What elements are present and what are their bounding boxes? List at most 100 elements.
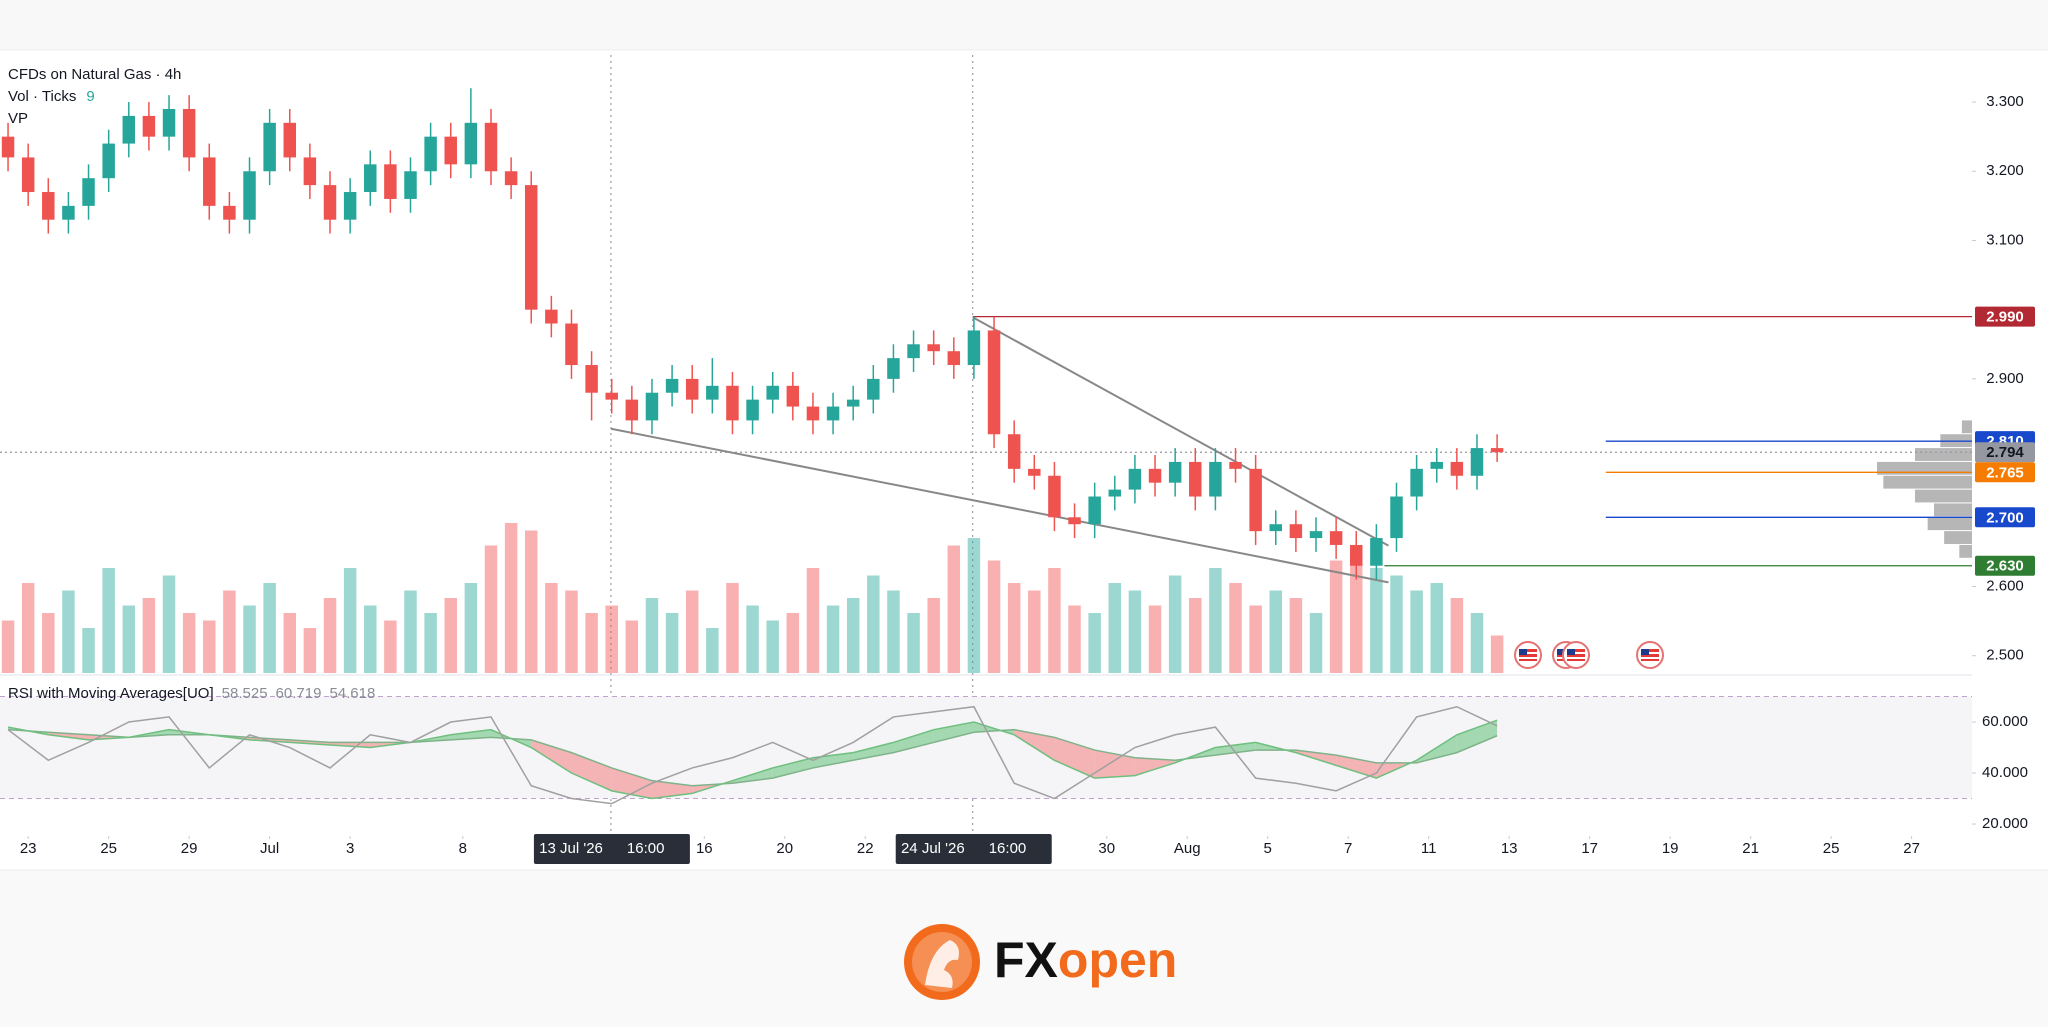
rsi-value: 58.525 xyxy=(222,685,268,702)
candle-body xyxy=(364,164,377,193)
plot: 2.5002.6002.9003.1003.2003.3002.9902.810… xyxy=(0,55,2035,864)
candle-body xyxy=(1329,531,1343,545)
candle-body xyxy=(766,385,779,400)
rsi-ma-fill xyxy=(1336,755,1377,779)
volume-bar xyxy=(625,620,639,673)
rsi-ma-fast xyxy=(7,719,1498,800)
candle-body xyxy=(1370,538,1383,566)
candle-body xyxy=(203,157,216,206)
logo-icon-shape xyxy=(925,940,959,988)
profile-bar xyxy=(1927,517,1972,531)
candle-body xyxy=(182,108,196,158)
y-tick-label: 3.100 xyxy=(1986,231,2024,248)
footer xyxy=(0,870,2048,1027)
candle-body xyxy=(142,115,156,137)
candle-body xyxy=(504,171,518,186)
rsi-ma-fill xyxy=(611,767,652,799)
rsi-ma-fast-value: 60.719 xyxy=(276,685,322,702)
rsi-tick-label: 60.000 xyxy=(1982,713,2028,730)
level-label-box xyxy=(1975,555,2035,576)
rsi-title: RSI with Moving Averages[UO] 58.525 60.719… xyxy=(8,685,375,702)
candle-body xyxy=(1148,468,1162,483)
candle-body xyxy=(1309,531,1323,539)
level-label: 2.630 xyxy=(1986,558,2024,575)
x-tick-label: 23 xyxy=(20,840,37,857)
candle-body xyxy=(1350,544,1363,566)
x-tick-label: 7 xyxy=(1344,840,1352,857)
volume-bar xyxy=(1430,583,1443,673)
event-icons xyxy=(1514,641,1664,669)
volume-bar xyxy=(1450,598,1464,673)
volume-bar xyxy=(1,620,15,673)
candle-body xyxy=(223,205,236,220)
candle-body xyxy=(565,323,578,366)
volume-bar xyxy=(243,605,256,673)
candle-body xyxy=(1028,468,1041,476)
volume-bar xyxy=(987,560,1001,673)
candle-body xyxy=(706,385,719,400)
candle-body xyxy=(665,378,679,393)
volume-bar xyxy=(142,598,156,673)
candle-body xyxy=(1209,461,1222,497)
candle-body xyxy=(625,399,639,421)
candle-body xyxy=(987,330,1001,435)
candle-body xyxy=(685,378,699,400)
volume-bar xyxy=(21,583,35,673)
candle-body xyxy=(21,157,35,193)
volume-bar xyxy=(1128,590,1142,673)
rsi-ma-fill xyxy=(571,752,612,791)
candle-body xyxy=(162,108,176,137)
volume-bar xyxy=(102,568,115,673)
profile-bar xyxy=(1944,531,1972,544)
level-label: 2.794 xyxy=(1986,444,2024,461)
rsi-tick-label: 20.000 xyxy=(1982,815,2028,832)
logo: FXopen xyxy=(904,924,1177,1000)
candle-body xyxy=(42,192,55,220)
volume-bar xyxy=(464,583,478,673)
candle-body xyxy=(464,122,478,165)
candle-body xyxy=(806,406,820,421)
volume-bar xyxy=(887,590,900,673)
y-tick-label: 3.200 xyxy=(1986,162,2024,179)
volume-bar xyxy=(1148,605,1162,673)
volume-bar xyxy=(1470,613,1484,673)
candle-body xyxy=(846,399,860,407)
rsi-label: RSI with Moving Averages[UO] xyxy=(8,685,214,702)
candle-body xyxy=(484,122,498,172)
candle-body xyxy=(545,309,558,324)
profile-bar xyxy=(1915,489,1972,503)
candle-body xyxy=(927,344,940,352)
volume-bar xyxy=(665,613,679,673)
volume-bar xyxy=(1168,575,1182,673)
profile-bar xyxy=(1959,544,1972,558)
x-tick-label: 8 xyxy=(459,840,467,857)
volume-bar xyxy=(223,590,236,673)
x-tick-label: 21 xyxy=(1742,840,1759,857)
volume-bar xyxy=(1490,635,1504,673)
rsi-ma-slow-value: 54.618 xyxy=(329,685,375,702)
rsi-line xyxy=(7,705,1498,805)
level-label-box xyxy=(1975,507,2035,528)
x-tick-label: 30 xyxy=(1098,840,1115,857)
marker-time: 16:00 xyxy=(627,840,665,857)
volume-bar xyxy=(605,605,618,673)
volume-bar xyxy=(203,620,216,673)
volume-bar xyxy=(1229,583,1242,673)
profile-bar xyxy=(1934,503,1972,517)
candle-body xyxy=(786,385,800,407)
x-tick-label: 25 xyxy=(1823,840,1840,857)
volume-bar xyxy=(122,605,136,673)
candle-body xyxy=(62,205,75,220)
volume-bar xyxy=(1007,583,1021,673)
volume-bar xyxy=(726,583,739,673)
candle-body xyxy=(263,122,276,172)
rsi-ma-fill xyxy=(812,752,854,768)
candle-body xyxy=(1088,496,1101,525)
volume-bar xyxy=(907,613,920,673)
marker-date: 13 Jul '26 xyxy=(539,840,603,857)
logo-open: open xyxy=(1058,932,1177,988)
volume-bar xyxy=(162,575,176,673)
profile-title: VP xyxy=(8,110,28,127)
